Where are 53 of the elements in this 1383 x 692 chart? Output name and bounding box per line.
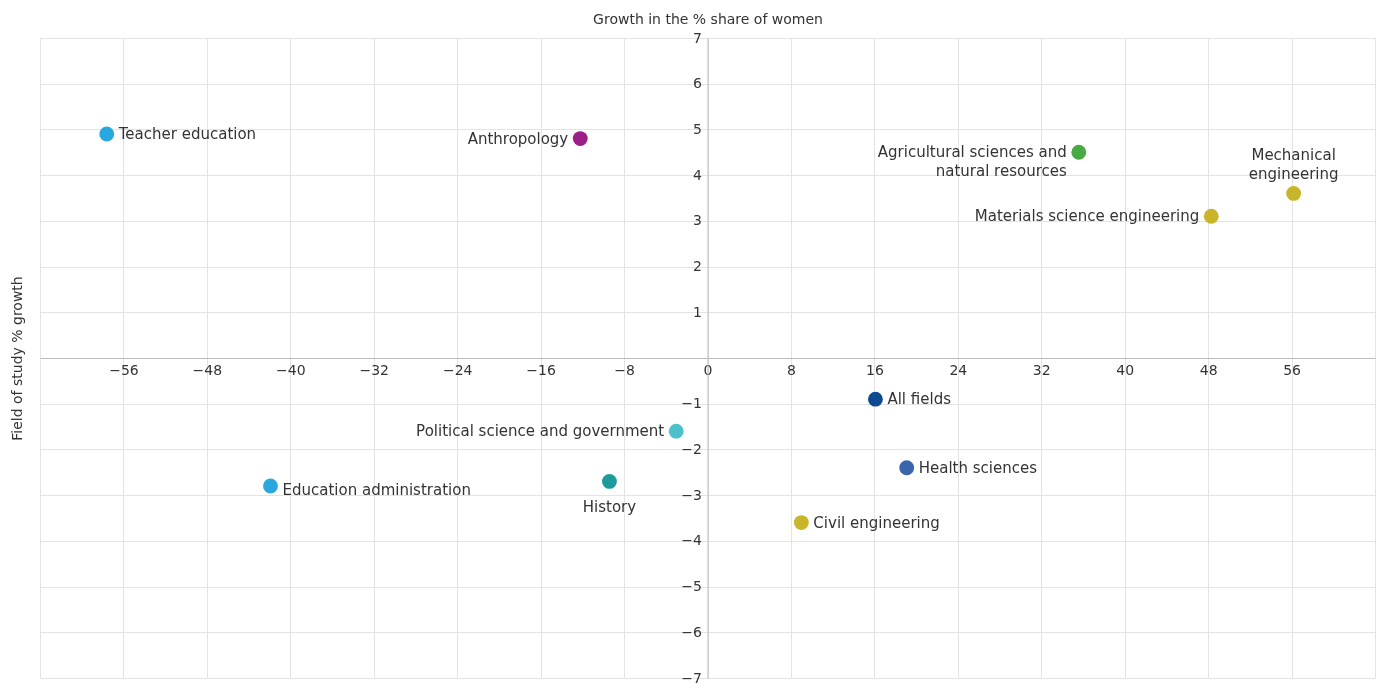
series-label: History	[582, 498, 637, 517]
x-tick-label: −56	[109, 361, 139, 378]
point	[668, 423, 684, 439]
y-tick-label: 2	[693, 258, 702, 275]
x-tick-label: 0	[703, 361, 713, 378]
y-tick-label: 3	[693, 212, 702, 229]
point	[1203, 208, 1219, 224]
y-tick-label: −7	[681, 669, 702, 686]
series-label: Political science and government	[416, 422, 665, 441]
y-axis-title: Field of study % growth	[8, 276, 25, 441]
y-tick-label: −6	[681, 623, 703, 640]
y-tick-label: −2	[681, 440, 702, 457]
series-label: Materials science engineering	[974, 207, 1200, 226]
y-tick-label: 4	[693, 166, 703, 183]
series-label: Civil engineering	[813, 513, 940, 532]
x-tick-label: −40	[276, 361, 306, 378]
y-tick-label: 7	[693, 29, 702, 46]
x-tick-label: 56	[1283, 361, 1302, 378]
x-axis-title: Growth in the % share of women	[593, 10, 823, 27]
x-tick-label: −8	[614, 361, 635, 378]
point	[899, 460, 915, 476]
x-tick-label: 16	[865, 361, 884, 378]
series-label: Health sciences	[918, 458, 1038, 477]
y-tick-label: −1	[681, 395, 702, 412]
x-tick-label: −32	[359, 361, 390, 378]
y-tick-label: 5	[693, 120, 702, 137]
x-tick-label: 40	[1116, 361, 1135, 378]
point	[602, 474, 617, 489]
series-label: Education administration	[282, 481, 471, 499]
point	[1071, 144, 1087, 160]
point	[99, 126, 115, 142]
x-tick-label: 32	[1032, 361, 1051, 378]
x-tick-label: −24	[442, 361, 473, 378]
y-tick-label: 6	[693, 75, 703, 92]
series-label: Teacher education	[117, 125, 257, 143]
y-tick-label: −3	[681, 486, 702, 503]
x-tick-label: 8	[786, 361, 796, 378]
y-tick-label: −4	[681, 532, 703, 549]
point	[868, 391, 883, 407]
series-label: Anthropology	[467, 129, 569, 148]
point	[793, 515, 809, 530]
series-label: All fields	[887, 390, 952, 409]
x-tick-label: −48	[192, 361, 223, 378]
x-tick-label: 24	[949, 361, 968, 378]
point	[263, 478, 278, 494]
point	[1286, 186, 1302, 201]
series-label: Agricultural sciences and natural resources	[877, 143, 1067, 181]
x-tick-label: −16	[526, 361, 556, 378]
y-tick-label: 1	[693, 303, 702, 320]
y-tick-label: −5	[681, 578, 702, 595]
point	[572, 131, 588, 146]
x-tick-label: 48	[1199, 361, 1218, 378]
series-label: Mechanical engineering	[1248, 146, 1339, 184]
